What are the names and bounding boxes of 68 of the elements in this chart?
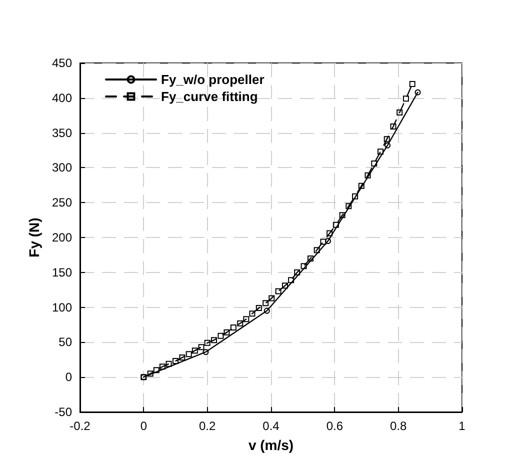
- x-axis-title: v (m/s): [248, 437, 294, 453]
- x-tick-label: 0.2: [198, 419, 216, 433]
- point: [324, 238, 331, 244]
- point: [262, 300, 269, 306]
- point: [202, 348, 209, 355]
- y-tick-label: 400: [52, 90, 72, 105]
- point: [332, 222, 339, 228]
- point: [390, 124, 396, 130]
- y-tick-label: 300: [52, 160, 72, 175]
- point: [204, 340, 210, 346]
- point: [275, 288, 282, 294]
- y-tick-label: 450: [52, 56, 72, 70]
- x-tick-label: -0.2: [70, 419, 91, 433]
- point: [186, 351, 192, 358]
- point: [224, 329, 230, 336]
- y-tick-label: -50: [54, 405, 72, 419]
- point: [378, 148, 384, 155]
- point: [243, 316, 250, 322]
- point: [159, 364, 166, 370]
- legend-label: Fy_curve fitting: [161, 89, 258, 104]
- point: [198, 344, 204, 350]
- legend-label: Fy_w/o propeller: [161, 72, 264, 87]
- point: [218, 332, 224, 339]
- point: [237, 320, 244, 326]
- y-tick-label: 150: [52, 265, 72, 280]
- x-tick-label: 0.8: [390, 419, 407, 433]
- point: [358, 182, 364, 189]
- point: [294, 269, 300, 276]
- point: [268, 295, 275, 302]
- point: [346, 203, 352, 210]
- y-tick-label: 0: [65, 370, 72, 384]
- point: [172, 358, 178, 364]
- point: [211, 337, 218, 344]
- point: [166, 360, 172, 367]
- y-tick-label: 350: [52, 126, 72, 140]
- point: [307, 255, 314, 262]
- point: [288, 277, 294, 284]
- point: [384, 142, 391, 148]
- point: [230, 324, 236, 331]
- y-tick-label: 100: [52, 300, 72, 314]
- point: [282, 282, 288, 289]
- point: [147, 370, 154, 377]
- x-tick-label: 0: [140, 419, 148, 433]
- point: [192, 348, 198, 354]
- y-tick-label: 250: [52, 196, 72, 210]
- point: [384, 136, 390, 142]
- point: [409, 80, 416, 87]
- point: [300, 263, 307, 270]
- point: [352, 193, 358, 200]
- point: [264, 308, 270, 314]
- y-axis-title: Fy (N): [26, 218, 42, 258]
- point: [314, 247, 320, 254]
- point: [396, 110, 403, 116]
- x-tick-label: 0.6: [326, 419, 344, 433]
- point: [256, 305, 262, 311]
- x-tick-label: 1: [458, 419, 466, 433]
- y-tick-label: 50: [58, 335, 72, 350]
- point: [371, 160, 378, 167]
- x-tick-label: 0.4: [262, 419, 280, 433]
- point: [402, 96, 409, 102]
- point: [364, 172, 371, 178]
- point: [339, 212, 346, 218]
- point: [179, 354, 186, 361]
- point: [320, 238, 326, 245]
- y-tick-label: 200: [52, 230, 72, 244]
- point: [249, 310, 256, 317]
- point: [153, 367, 160, 374]
- point: [326, 230, 333, 236]
